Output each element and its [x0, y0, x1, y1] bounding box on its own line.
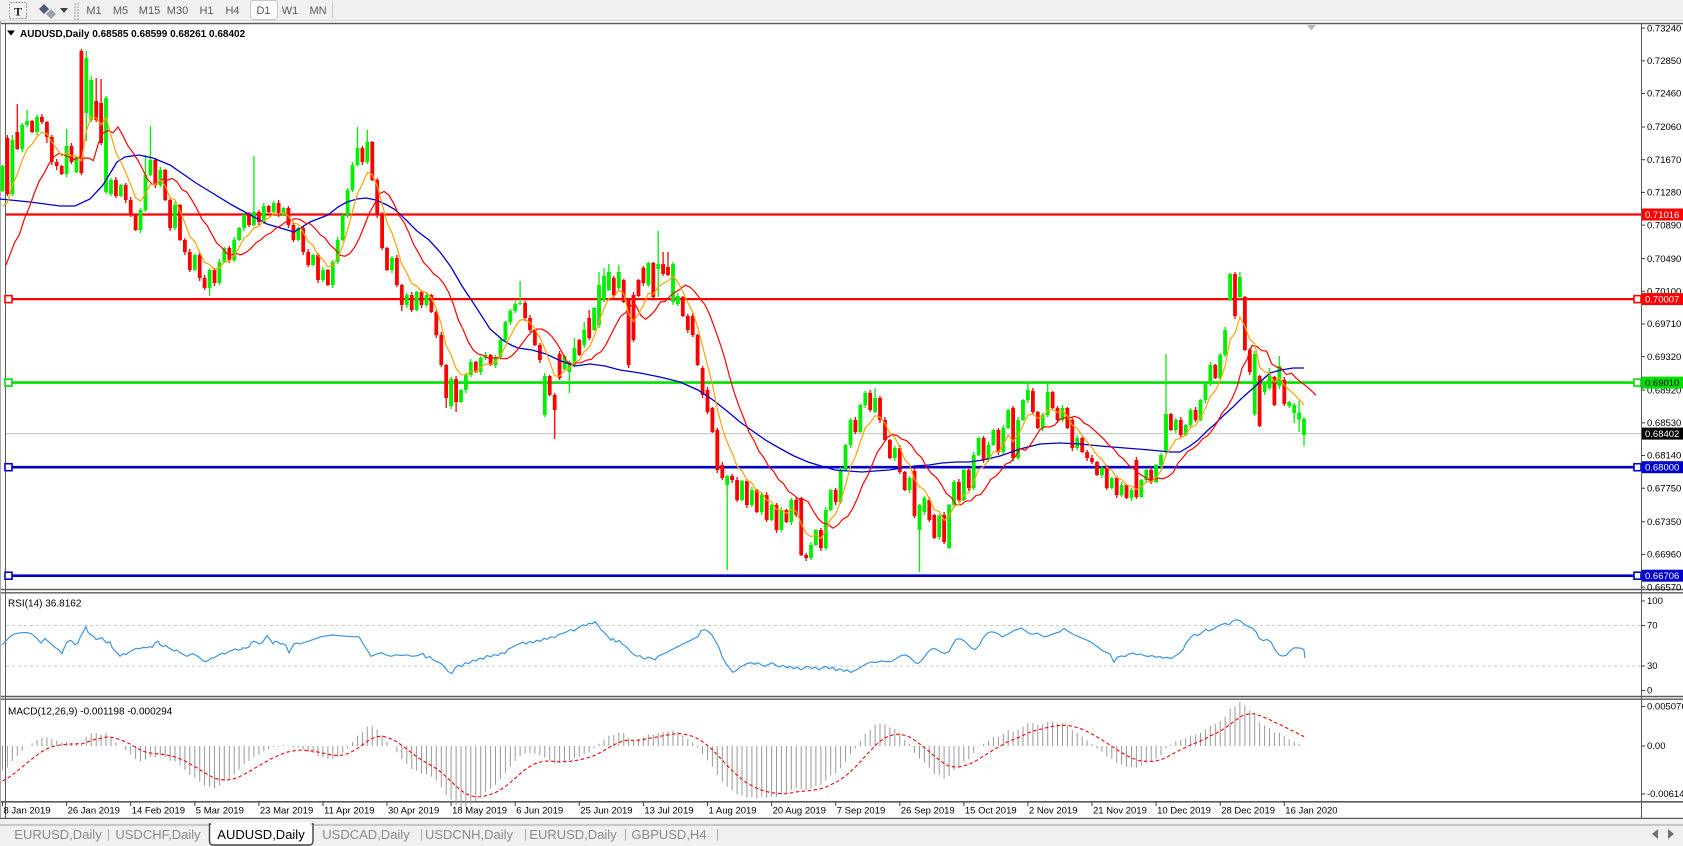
svg-text:USDCHF,Daily: USDCHF,Daily: [115, 827, 201, 842]
svg-text:M1: M1: [86, 5, 101, 17]
svg-text:USDCAD,Daily: USDCAD,Daily: [322, 827, 410, 842]
svg-text:0.70007: 0.70007: [1645, 295, 1679, 306]
svg-text:0.68000: 0.68000: [1645, 463, 1679, 474]
svg-text:MACD(12,26,9) -0.001198 -0.000: MACD(12,26,9) -0.001198 -0.000294: [8, 707, 173, 718]
svg-text:0.67750: 0.67750: [1647, 483, 1681, 494]
svg-text:5 Mar 2019: 5 Mar 2019: [196, 806, 244, 817]
svg-text:13 Jul 2019: 13 Jul 2019: [644, 806, 693, 817]
svg-text:W1: W1: [282, 5, 299, 17]
svg-text:0.70490: 0.70490: [1647, 254, 1681, 265]
svg-text:0.72060: 0.72060: [1647, 122, 1681, 133]
svg-text:0.71280: 0.71280: [1647, 188, 1681, 199]
svg-text:11 Apr 2019: 11 Apr 2019: [324, 806, 375, 817]
svg-text:AUDUSD,Daily: AUDUSD,Daily: [217, 827, 305, 842]
svg-text:0.00: 0.00: [1647, 741, 1666, 752]
svg-text:0.67350: 0.67350: [1647, 517, 1681, 528]
svg-text:0.66960: 0.66960: [1647, 550, 1681, 561]
svg-text:MN: MN: [309, 5, 326, 17]
svg-text:0.68530: 0.68530: [1647, 418, 1681, 429]
svg-text:6 Jun 2019: 6 Jun 2019: [516, 806, 563, 817]
svg-text:26 Jan 2019: 26 Jan 2019: [68, 806, 120, 817]
svg-text:0.72460: 0.72460: [1647, 89, 1681, 100]
svg-text:T: T: [14, 5, 22, 19]
svg-text:8 Jan 2019: 8 Jan 2019: [4, 806, 51, 817]
svg-text:0.71670: 0.71670: [1647, 155, 1681, 166]
svg-text:30: 30: [1647, 661, 1658, 672]
svg-text:EURUSD,Daily: EURUSD,Daily: [529, 827, 617, 842]
svg-text:0.69320: 0.69320: [1647, 352, 1681, 363]
svg-text:30 Apr 2019: 30 Apr 2019: [388, 806, 439, 817]
svg-text:0.72850: 0.72850: [1647, 56, 1681, 67]
svg-text:7 Sep 2019: 7 Sep 2019: [837, 806, 886, 817]
svg-text:M30: M30: [167, 5, 188, 17]
svg-text:15 Oct 2019: 15 Oct 2019: [965, 806, 1017, 817]
svg-text:0.68402: 0.68402: [1645, 429, 1679, 440]
svg-text:0.66706: 0.66706: [1645, 571, 1679, 582]
svg-text:16 Jan 2020: 16 Jan 2020: [1285, 806, 1337, 817]
svg-text:23 Mar 2019: 23 Mar 2019: [260, 806, 313, 817]
svg-text:M5: M5: [113, 5, 128, 17]
svg-text:0.68920: 0.68920: [1647, 385, 1681, 396]
svg-text:0: 0: [1647, 686, 1652, 697]
svg-text:0.66570: 0.66570: [1647, 582, 1681, 593]
svg-text:RSI(14) 36.8162: RSI(14) 36.8162: [8, 599, 82, 610]
svg-text:USDCNH,Daily: USDCNH,Daily: [425, 827, 514, 842]
svg-text:2 Nov 2019: 2 Nov 2019: [1029, 806, 1078, 817]
svg-text:28 Dec 2019: 28 Dec 2019: [1221, 806, 1275, 817]
svg-text:20 Aug 2019: 20 Aug 2019: [773, 806, 826, 817]
svg-text:100: 100: [1647, 596, 1663, 607]
svg-text:0.69710: 0.69710: [1647, 319, 1681, 330]
svg-text:D1: D1: [256, 5, 270, 17]
svg-text:M15: M15: [139, 5, 160, 17]
svg-text:25 Jun 2019: 25 Jun 2019: [580, 806, 632, 817]
svg-text:0.69010: 0.69010: [1645, 378, 1679, 389]
svg-text:70: 70: [1647, 621, 1658, 632]
svg-text:14 Feb 2019: 14 Feb 2019: [132, 806, 185, 817]
svg-text:H4: H4: [225, 5, 239, 17]
svg-text:0.70890: 0.70890: [1647, 220, 1681, 231]
svg-text:18 May 2019: 18 May 2019: [452, 806, 507, 817]
svg-text:1 Aug 2019: 1 Aug 2019: [709, 806, 757, 817]
svg-text:EURUSD,Daily: EURUSD,Daily: [14, 827, 102, 842]
svg-text:0.68140: 0.68140: [1647, 451, 1681, 462]
svg-text:0.73240: 0.73240: [1647, 23, 1681, 34]
svg-text:21 Nov 2019: 21 Nov 2019: [1093, 806, 1147, 817]
svg-text:GBPUSD,H4: GBPUSD,H4: [631, 827, 706, 842]
svg-text:0.71016: 0.71016: [1645, 210, 1679, 221]
svg-text:10 Dec 2019: 10 Dec 2019: [1157, 806, 1211, 817]
svg-text:H1: H1: [199, 5, 213, 17]
svg-text:AUDUSD,Daily 0.68585 0.68599: AUDUSD,Daily 0.68585 0.68599 0.68261 0.6…: [20, 29, 246, 40]
svg-text:0.70100: 0.70100: [1647, 287, 1681, 298]
svg-text:26 Sep 2019: 26 Sep 2019: [901, 806, 955, 817]
svg-text:0.005076: 0.005076: [1647, 702, 1683, 713]
